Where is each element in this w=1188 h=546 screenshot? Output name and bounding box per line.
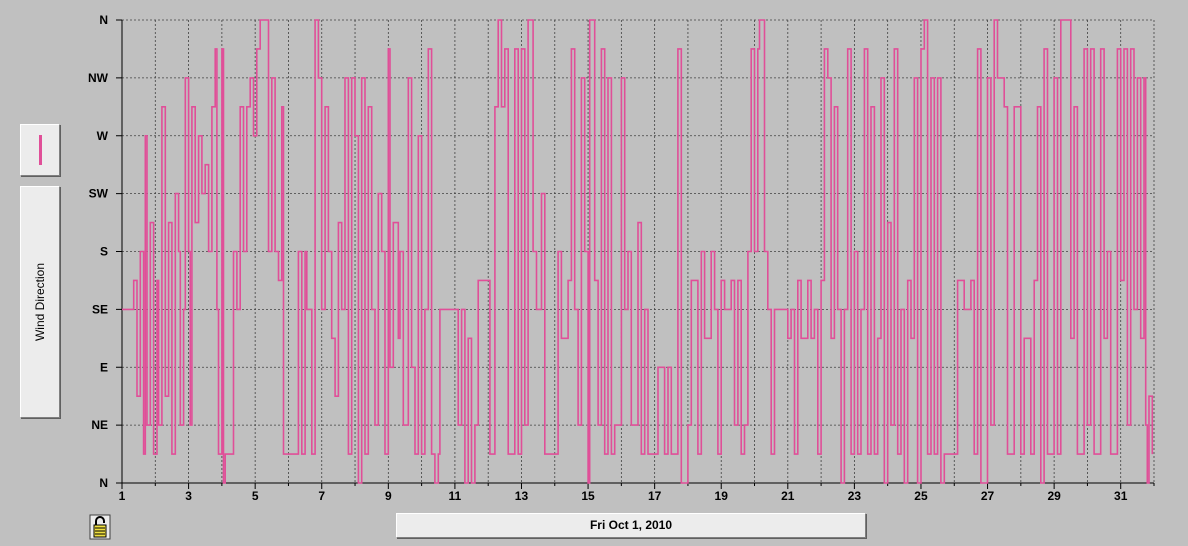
wind-direction-series xyxy=(122,19,1154,484)
y-tick-labels: N NE E SE S SW W NW N xyxy=(88,13,109,490)
y-tick-label: NW xyxy=(88,71,109,85)
x-tick-label: 7 xyxy=(318,489,325,503)
x-tick-label: 13 xyxy=(515,489,529,503)
x-tick-label: 19 xyxy=(715,489,729,503)
y-tick-label: N xyxy=(99,476,108,490)
legend-swatch[interactable] xyxy=(20,124,60,176)
x-tick-label: 9 xyxy=(385,489,392,503)
y-tick-label: NE xyxy=(91,418,108,432)
x-tick-label: 23 xyxy=(848,489,862,503)
y-tick-label: N xyxy=(99,13,108,27)
lock-icon[interactable] xyxy=(87,513,115,541)
x-tick-label: 5 xyxy=(252,489,259,503)
x-tick-label: 25 xyxy=(914,489,928,503)
x-tick-label: 3 xyxy=(185,489,192,503)
date-display[interactable]: Fri Oct 1, 2010 xyxy=(396,513,866,538)
x-tick-label: 17 xyxy=(648,489,662,503)
x-tick-label: 27 xyxy=(981,489,995,503)
y-tick-label: S xyxy=(100,245,108,259)
legend-color-bar xyxy=(39,135,42,165)
y-tick-label: W xyxy=(97,129,109,143)
x-tick-label: 21 xyxy=(781,489,795,503)
x-tick-label: 11 xyxy=(449,489,462,503)
x-tick-label: 29 xyxy=(1047,489,1061,503)
x-tick-label: 1 xyxy=(119,489,126,503)
y-tick-label: SE xyxy=(92,302,108,316)
y-tick-label: E xyxy=(100,360,108,374)
x-tick-labels: 1 3 5 7 9 11 13 15 17 19 21 23 25 27 29 31 xyxy=(119,489,1128,503)
legend-series-button[interactable]: Wind Direction xyxy=(20,186,60,418)
x-tick-label: 15 xyxy=(581,489,595,503)
y-tick-label: SW xyxy=(89,187,109,201)
x-tick-label: 31 xyxy=(1114,489,1128,503)
